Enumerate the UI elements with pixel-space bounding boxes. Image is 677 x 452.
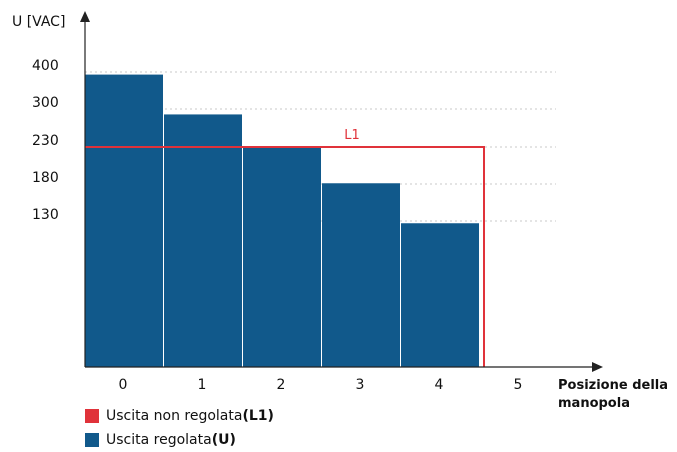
x-axis-title-line2: manopola [558, 396, 630, 411]
bar [243, 147, 321, 367]
legend-label-l1-bold: (L1) [242, 408, 274, 424]
legend-swatch-u [85, 433, 99, 447]
legend-swatch-l1 [85, 409, 99, 423]
x-tick-label: 2 [277, 377, 286, 393]
x-axis-title-line1: Posizione della [558, 378, 668, 393]
bar [401, 223, 479, 367]
legend-label-l1: Uscita non regolata [106, 408, 243, 424]
x-tick-labels: 0 1 2 3 4 5 [119, 377, 523, 393]
x-tick-label: 1 [198, 377, 207, 393]
axes [80, 11, 603, 372]
y-tick-label: 400 [32, 58, 59, 74]
legend: Uscita non regolata(L1) Uscita regolata(… [85, 404, 274, 452]
legend-item-u: Uscita regolata(U) [85, 428, 274, 452]
bar [164, 114, 242, 367]
legend-label-u: Uscita regolata [106, 432, 212, 448]
bars [85, 74, 479, 367]
bar [85, 74, 163, 367]
x-tick-label: 4 [435, 377, 444, 393]
reference-line: L1 [85, 128, 485, 367]
x-tick-label: 0 [119, 377, 128, 393]
y-tick-label: 300 [32, 95, 59, 111]
l1-label: L1 [344, 128, 360, 143]
x-tick-label: 3 [356, 377, 365, 393]
y-tick-label: 230 [32, 133, 59, 149]
y-tick-label: 180 [32, 170, 59, 186]
y-axis-title: U [VAC] [12, 14, 65, 30]
x-tick-label: 5 [514, 377, 523, 393]
y-axis-arrow [80, 11, 90, 22]
y-tick-labels: 400 300 230 180 130 [32, 58, 59, 223]
legend-label-u-bold: (U) [211, 432, 236, 448]
l1-line [85, 146, 485, 367]
x-axis-arrow [592, 362, 603, 372]
legend-item-l1: Uscita non regolata(L1) [85, 404, 274, 428]
bar [322, 183, 400, 367]
y-tick-label: 130 [32, 207, 59, 223]
